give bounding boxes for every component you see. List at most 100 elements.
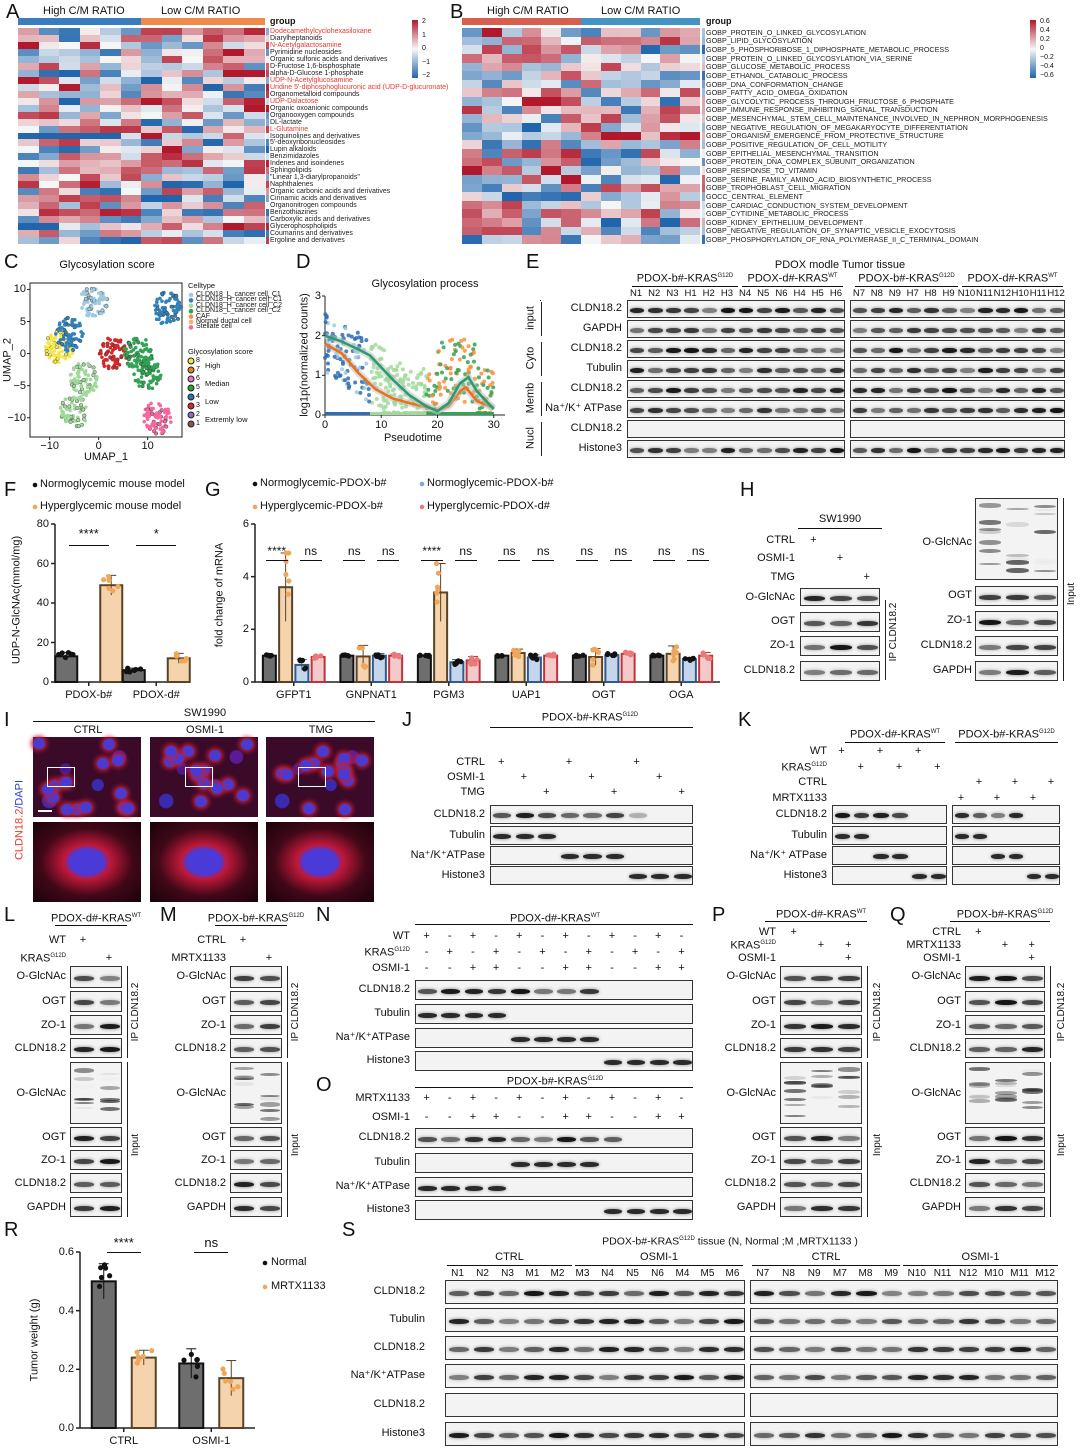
protein-band [606,854,625,859]
data-point [181,1357,187,1363]
heatmap-cell [561,36,582,46]
lane-label-text: N2 [648,288,661,299]
treatment-mark: + [1012,777,1018,788]
treatment-mark-text: - [679,930,684,942]
protein-band [560,854,579,859]
heatmap-cell [120,160,142,168]
lane-label: M8 [859,1269,873,1279]
protein-band [647,387,663,393]
heatmap-cell [462,174,483,184]
lane-label-text: N5 [626,1268,639,1279]
x-tick-label-text: 10 [375,419,388,431]
treatment-mark: - [517,947,521,958]
heatmap-row-label: GOBP_GLYCOLYTIC_PROCESS_THROUGH_FRUCTOSE… [706,98,954,105]
protein-band [793,447,808,453]
group-bar-cell [141,18,162,25]
heatmap-cell [462,71,483,81]
lane-label-text: N9 [807,1268,821,1279]
protein-band [560,813,579,818]
umap-point [83,292,87,297]
heatmap-row-label-text: Ergoline and derivatives [270,237,345,245]
expression-point [460,345,465,350]
protein-band [73,975,95,981]
treatment-mark: + [543,787,549,798]
treatment-mark: + [1048,777,1054,788]
protein-band [834,813,851,818]
treatment-mark: + [1028,953,1034,964]
heatmap-cell [223,118,244,127]
treatment-mark-text: + [1011,776,1019,788]
umap-point [157,422,162,427]
protein-band [811,1069,833,1073]
panel-letter-i: I [4,710,10,730]
y-tick-label: 10 [14,284,26,295]
heatmap-cell [223,146,244,154]
protein-band [783,1181,806,1187]
blot-row-label: ZO-1 [201,1155,226,1166]
protein-band [1008,813,1024,818]
rug-mark [344,412,348,415]
colorbar-tick-text: 0.2 [1040,36,1050,43]
protein-band [870,327,886,333]
blot-header: PDOX-d#-KRASWT [776,909,866,921]
blot-row-label: GAPDH [933,665,972,676]
heatmap-row-label: "Linear 1,3-diarylpropanoids" [270,174,360,181]
protein-band [906,307,921,313]
group-annotation [266,83,269,91]
heatmap-cell [243,118,265,127]
heatmap-cell [481,36,503,46]
y-tick-label: 1 [315,370,321,381]
colorbar-tick-text: −0.4 [1040,63,1054,70]
blot-row-label: Tubulin [374,1008,410,1019]
heatmap-cell [521,45,542,55]
protein-band [856,1346,877,1352]
protein-band [702,447,717,453]
expression-point [445,366,450,371]
blot-strip [780,1038,862,1058]
input-bracket [1063,498,1064,681]
protein-band [942,407,957,413]
significance-label: **** [267,545,286,557]
heatmap-cell [59,146,80,154]
panel-letter-q: Q [890,905,906,925]
protein-band [783,1158,806,1164]
heatmap-cell [161,223,183,231]
treatment-mark-text: + [498,756,505,768]
heatmap-cell [521,105,542,115]
chart-title-text: Glycosylation process [371,278,479,290]
heatmap-cell [521,209,542,219]
blot-row-label-text: Na⁺/K⁺ATPase [410,849,485,861]
protein-band [978,503,1001,508]
umap-point [71,347,76,352]
heatmap-cell [202,132,224,140]
heatmap-cell [620,62,641,72]
group-annotation [266,90,269,98]
lane-label-text: M7 [832,1268,847,1279]
protein-band [598,1346,619,1352]
protein-band [629,347,645,353]
heatmap-cell [223,223,244,231]
rug-mark [347,412,351,415]
blot-strip [780,991,862,1012]
protein-band [783,1023,806,1029]
protein-band [838,975,861,981]
blot-row-label: OGT [202,1132,226,1143]
blot-strip [850,300,1065,318]
treatment-mark-text: - [633,930,637,942]
protein-band [811,347,826,353]
protein-band [523,1346,544,1352]
heatmap-cell [660,131,681,141]
treatment-mark: - [633,963,637,974]
heatmap-cell [223,167,244,175]
protein-band [756,367,772,373]
umap-point [105,344,110,349]
expression-point [468,364,473,369]
heatmap-row-label: Coumarins and derivatives [270,230,353,237]
lane-label-text: M4 [675,1268,690,1279]
heatmap-cell [38,62,60,71]
treatment-mark-text: + [633,756,640,768]
heatmap-cell [481,148,503,159]
expression-point [457,357,462,362]
heatmap-cell [600,88,622,98]
x-tick-label-text: 30 [487,419,500,431]
